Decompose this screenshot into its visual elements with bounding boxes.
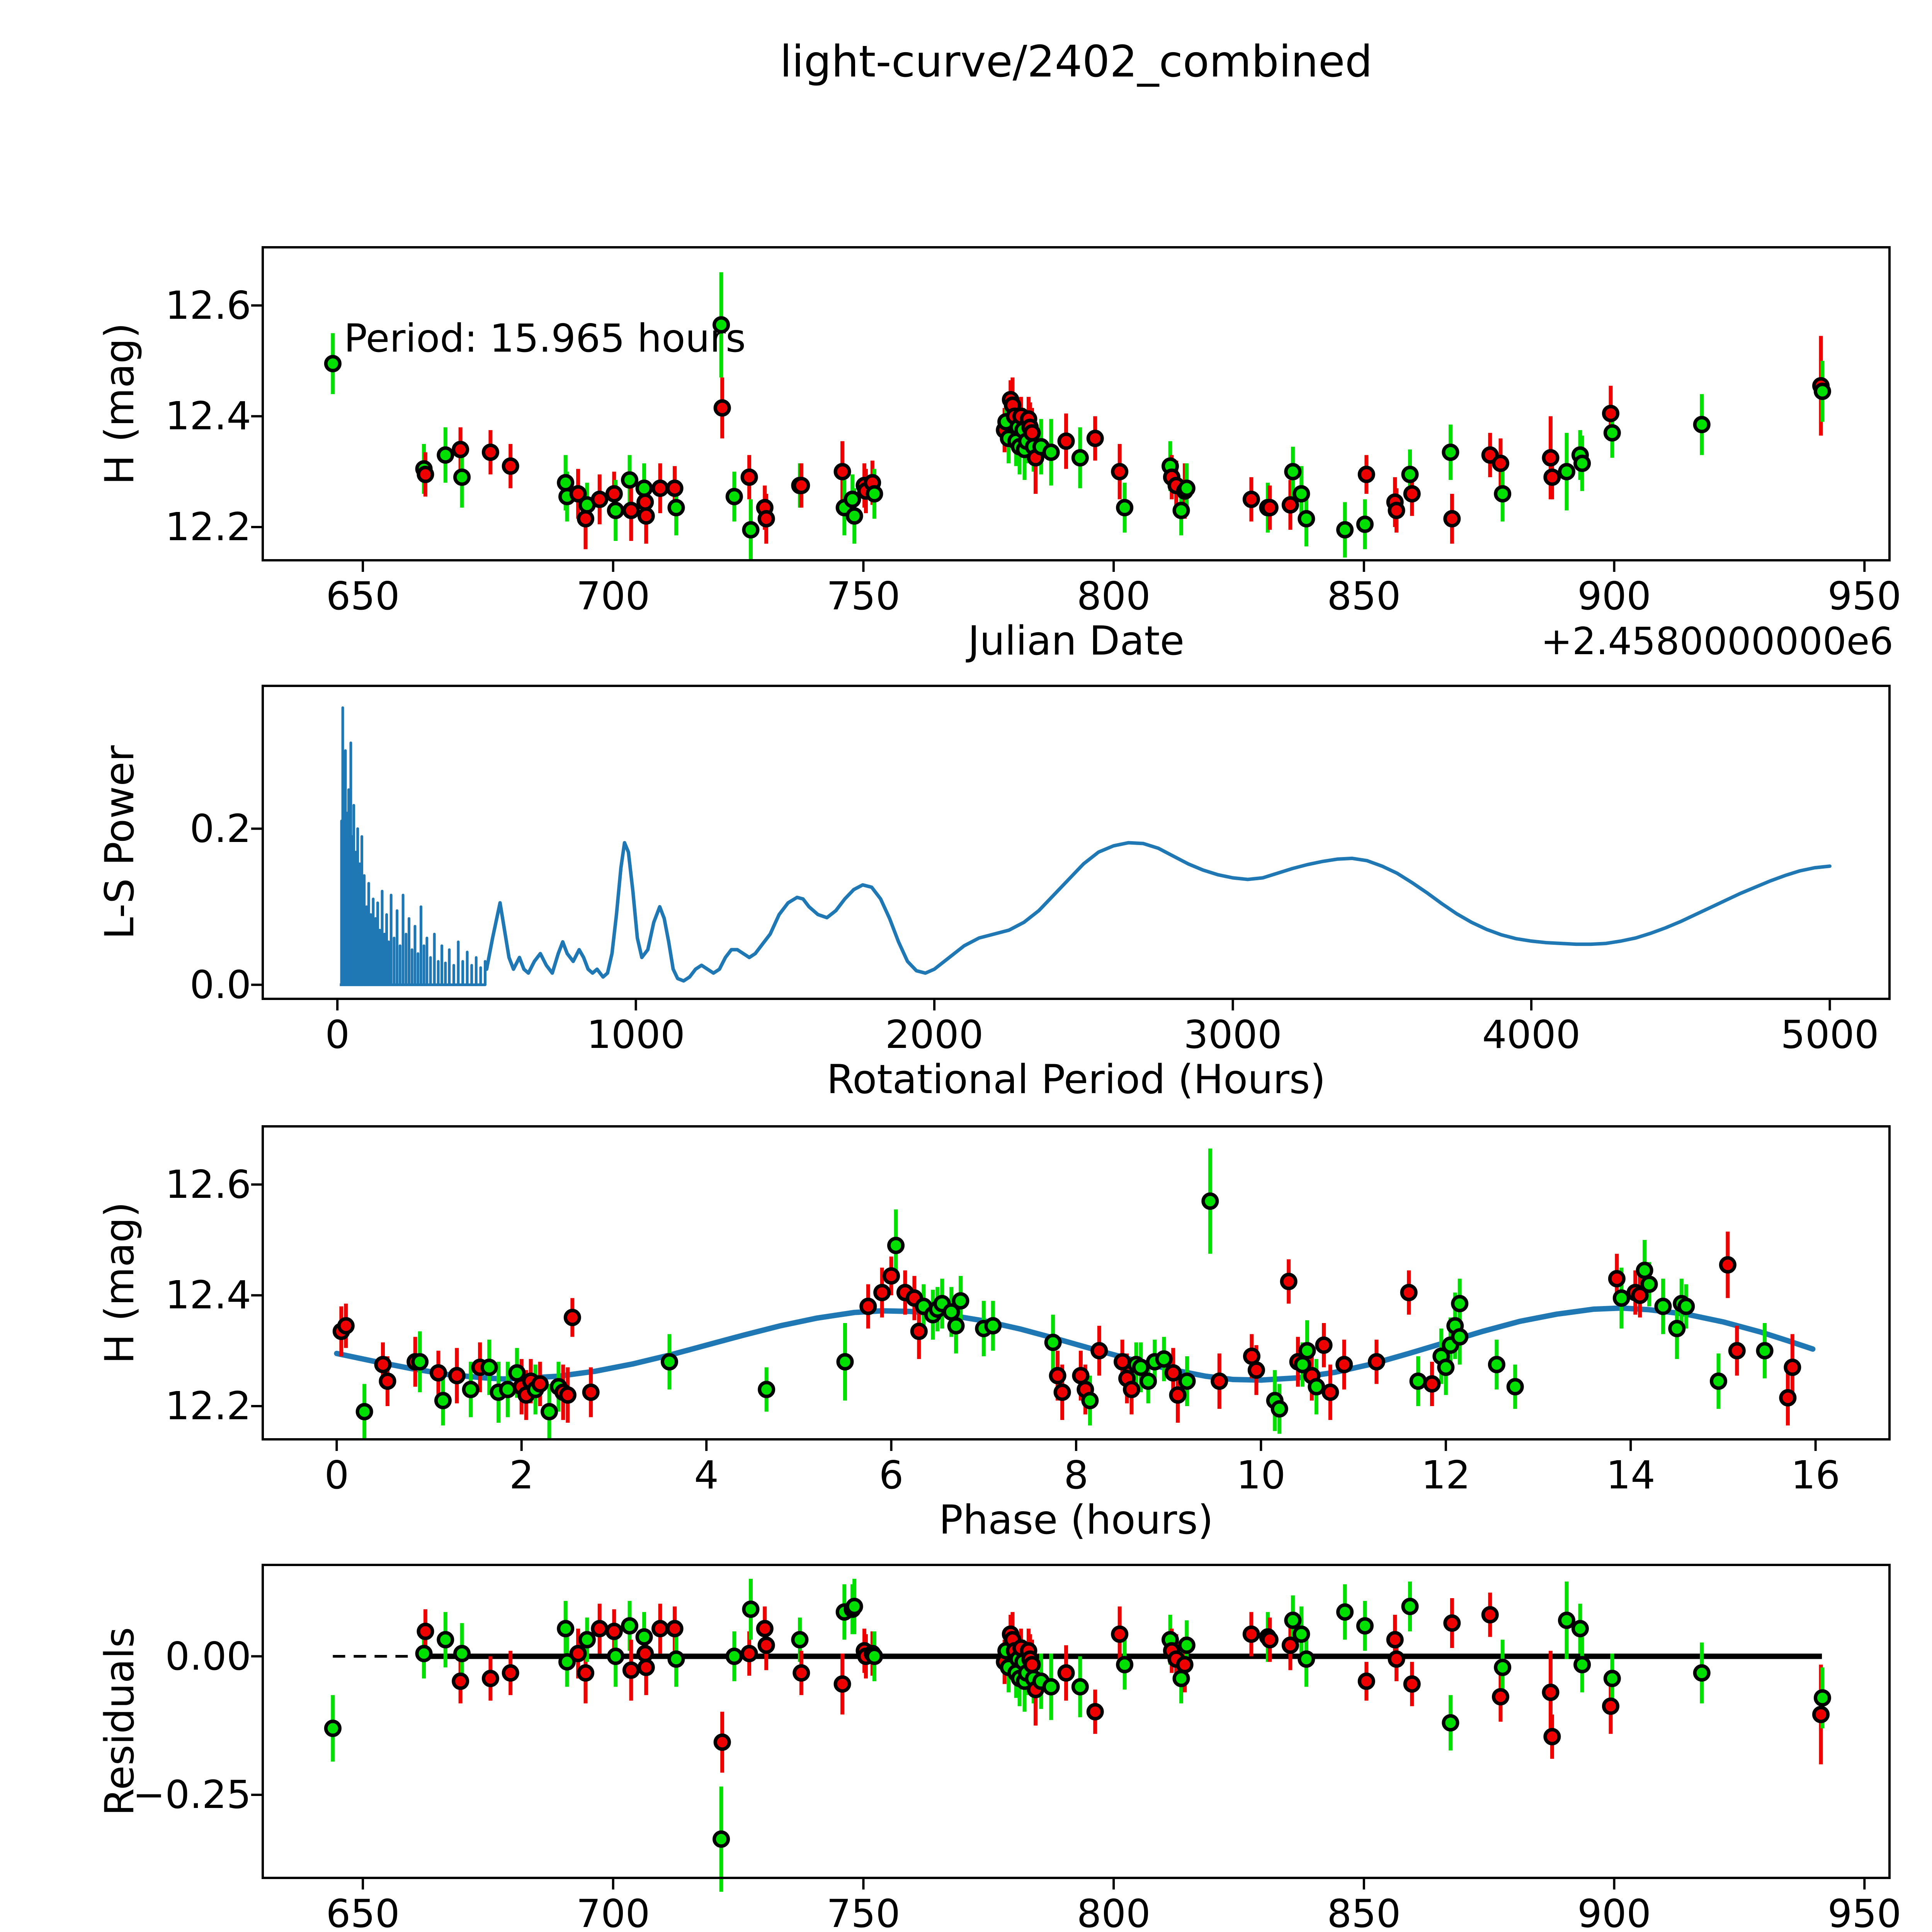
- figure-title: light-curve/2402_combined: [780, 37, 1372, 87]
- lightcurve-x-axis-label: Julian Date: [968, 618, 1185, 664]
- y-tick-label: 12.6: [165, 1162, 251, 1207]
- x-tick-label: 2000: [885, 1012, 984, 1057]
- y-tick-label: 0.0: [189, 962, 251, 1007]
- x-tick-label: 950: [1827, 1891, 1901, 1932]
- panel-residuals: Residuals Julian Date +2.4580000000e6 65…: [97, 1564, 1901, 1932]
- periodogram-x-axis-label: Rotational Period (Hours): [827, 1056, 1326, 1103]
- x-tick-label: 8: [1064, 1452, 1088, 1498]
- y-tick-label: 0.2: [189, 806, 251, 851]
- x-tick-label: 6: [879, 1452, 904, 1498]
- x-tick-label: 700: [576, 573, 650, 619]
- x-tick-label: 650: [326, 573, 400, 619]
- y-tick-label: 12.2: [165, 1383, 251, 1429]
- residuals-plot-area: [251, 1564, 1891, 1892]
- x-tick-label: 2: [509, 1452, 534, 1498]
- x-tick-label: 5000: [1781, 1012, 1879, 1057]
- periodogram-plot-area: [251, 685, 1891, 1010]
- y-tick-label: 12.2: [165, 504, 251, 549]
- x-tick-label: 750: [827, 573, 900, 619]
- phase-x-axis-label: Phase (hours): [939, 1497, 1214, 1543]
- residuals-y-axis-label: Residuals: [97, 1627, 143, 1816]
- x-tick-label: 700: [576, 1891, 650, 1932]
- x-tick-label: 750: [827, 1891, 900, 1932]
- x-tick-label: 12: [1421, 1452, 1471, 1498]
- x-tick-label: 10: [1236, 1452, 1286, 1498]
- panel-phased-lightcurve: H (mag) Phase (hours) 0 2 4 6 8 10 12 14 16 12.2 1…: [97, 1125, 1891, 1543]
- x-tick-label: 16: [1791, 1452, 1840, 1498]
- y-tick-label: 0.00: [165, 1633, 251, 1679]
- y-tick-label: 12.6: [165, 282, 251, 328]
- x-tick-label: 900: [1577, 1891, 1651, 1932]
- panel-periodogram: L-S Power Rotational Period (Hours) 0 100…: [97, 685, 1891, 1102]
- x-tick-label: 4: [694, 1452, 719, 1498]
- y-tick-label: 12.4: [165, 393, 251, 439]
- panel-lightcurve-jd: Period: 15.965 hours H (mag) Julian Date…: [97, 246, 1901, 663]
- x-tick-label: 3000: [1184, 1012, 1282, 1057]
- phased-lightcurve-plot-area: [251, 1125, 1891, 1451]
- x-tick-label: 800: [1077, 573, 1151, 619]
- x-tick-label: 4000: [1482, 1012, 1581, 1057]
- x-tick-label: 950: [1827, 573, 1901, 619]
- x-tick-label: 850: [1327, 1891, 1401, 1932]
- x-tick-label: 900: [1577, 573, 1651, 619]
- x-tick-label: 14: [1606, 1452, 1655, 1498]
- x-tick-label: 0: [324, 1452, 349, 1498]
- jd-offset-text: +2.4580000000e6: [1541, 619, 1893, 663]
- period-annotation: Period: 15.965 hours: [344, 316, 746, 361]
- y-tick-label: 12.4: [165, 1272, 251, 1318]
- x-tick-label: 0: [325, 1012, 350, 1057]
- x-tick-label: 800: [1077, 1891, 1151, 1932]
- lightcurve-jd-plot-area: [251, 246, 1891, 572]
- x-tick-label: 650: [326, 1891, 400, 1932]
- x-tick-label: 1000: [587, 1012, 685, 1057]
- x-tick-label: 850: [1327, 573, 1401, 619]
- y-tick-label: −0.25: [133, 1772, 251, 1817]
